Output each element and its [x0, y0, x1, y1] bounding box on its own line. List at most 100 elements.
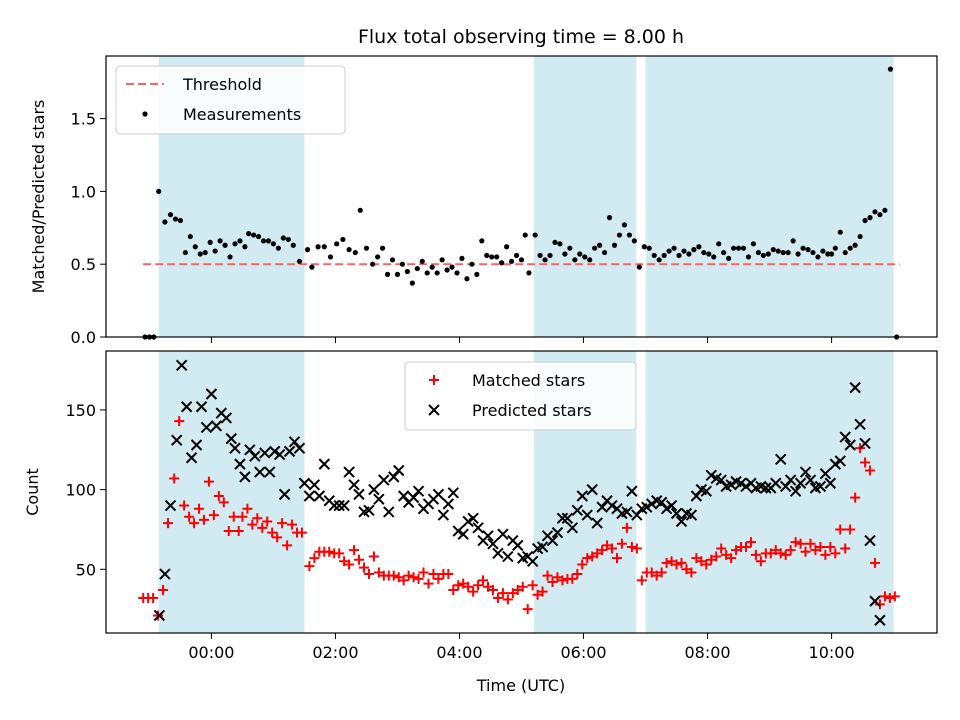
matched-stars-point — [257, 522, 268, 533]
predicted-stars-point — [472, 522, 484, 534]
predicted-stars-point — [814, 480, 827, 493]
measurements-point — [384, 271, 391, 277]
measurements-point — [592, 245, 598, 251]
measurements-point — [207, 239, 213, 245]
predicted-stars-point — [225, 432, 237, 445]
predicted-stars-point — [536, 541, 549, 553]
matched-stars-point — [869, 557, 880, 568]
predicted-stars-point — [180, 401, 193, 413]
predicted-stars-point — [497, 528, 509, 540]
measurements-point — [775, 248, 781, 254]
predicted-stars-point — [220, 412, 233, 424]
matched-stars-point — [661, 557, 672, 568]
predicted-stars-point — [546, 534, 559, 547]
predicted-stars-point — [561, 512, 574, 524]
predicted-stars-point — [447, 487, 459, 499]
y-tick-label: 150 — [65, 401, 96, 420]
x-tick-label: 00:00 — [188, 643, 234, 662]
matched-stars-point — [453, 580, 464, 591]
predicted-stars-point — [775, 453, 787, 466]
x-tick-label: 04:00 — [436, 643, 482, 662]
predicted-stars-point — [378, 474, 390, 486]
predicted-stars-point — [571, 504, 584, 517]
matched-stars-point — [179, 500, 190, 511]
measurements-point — [587, 257, 593, 263]
measurements-point — [557, 241, 563, 247]
matched-stars-point — [282, 540, 293, 551]
predicted-stars-point — [210, 420, 223, 432]
measurements-point — [449, 264, 455, 270]
predicted-stars-point — [670, 507, 683, 520]
matched-stars-point — [468, 586, 479, 597]
predicted-stars-point — [804, 474, 817, 486]
predicted-stars-point — [512, 539, 524, 552]
predicted-stars-point — [591, 517, 603, 529]
predicted-stars-point — [784, 474, 797, 486]
x-tick-label: 10:00 — [809, 643, 855, 662]
predicted-stars-point — [259, 447, 271, 459]
chart-title: Flux total observing time = 8.00 h — [358, 26, 684, 48]
legend-box — [115, 65, 346, 135]
measurements-point — [265, 238, 272, 244]
measurements-point — [661, 252, 667, 259]
matched-stars-point — [671, 559, 682, 570]
measurements-point — [745, 254, 752, 260]
measurements-point — [582, 254, 588, 260]
matched-stars-point — [740, 541, 751, 552]
measurements-point — [232, 241, 238, 247]
predicted-stars-point — [735, 477, 747, 489]
matched-stars-point — [577, 559, 588, 570]
matched-stars-point — [423, 578, 434, 589]
predicted-stars-point — [874, 614, 886, 626]
measurements-point — [887, 66, 894, 72]
matched-stars-point — [631, 543, 642, 554]
measurements-point — [641, 244, 647, 250]
measurements-point — [825, 251, 831, 257]
measurements-point — [309, 264, 315, 270]
matched-stars-point — [547, 577, 558, 588]
predicted-stars-point — [437, 509, 450, 521]
predicted-stars-point — [685, 509, 698, 521]
predicted-stars-point — [348, 479, 360, 491]
measurements-point — [280, 235, 286, 241]
predicted-stars-point — [492, 547, 504, 560]
matched-stars-point — [242, 503, 253, 514]
matched-stars-point — [398, 575, 409, 586]
measurements-point — [602, 249, 608, 256]
measurements-point — [696, 244, 702, 250]
predicted-stars-point — [200, 421, 213, 434]
matched-stars-point — [408, 572, 419, 583]
y-tick-label: 50 — [76, 560, 96, 579]
measurements-point — [810, 249, 816, 256]
matched-stars-point — [537, 586, 548, 597]
measurements-point — [832, 245, 838, 251]
legend-label-threshold: Threshold — [182, 75, 262, 94]
measurements-point — [227, 254, 233, 260]
matched-stars-point — [850, 492, 861, 503]
predicted-stars-point — [502, 550, 514, 563]
predicted-stars-point — [660, 503, 673, 515]
measurements-point — [750, 241, 757, 247]
measurements-point — [872, 209, 878, 215]
matched-stars-point — [368, 551, 379, 562]
measurements-point — [857, 233, 863, 240]
measurements-point — [162, 219, 168, 225]
x-tick-label: 08:00 — [684, 643, 730, 662]
matched-stars-point — [158, 584, 169, 595]
predicted-stars-point — [457, 528, 469, 540]
matched-stars-point — [865, 465, 876, 476]
measurements-point — [513, 252, 520, 259]
measurements-point — [242, 244, 248, 250]
matched-stars-point — [413, 573, 424, 584]
predicted-stars-point — [829, 458, 842, 470]
matched-stars-point — [597, 545, 608, 556]
measurements-point — [597, 242, 603, 248]
matched-stars-point — [213, 490, 224, 501]
predicted-stars-point — [338, 499, 350, 512]
measurements-point — [847, 245, 853, 251]
predicted-stars-point — [864, 534, 876, 547]
matched-stars-point — [309, 553, 320, 564]
measurements-point — [429, 264, 435, 270]
matched-stars-point — [418, 567, 429, 578]
measurements-point — [828, 251, 835, 257]
